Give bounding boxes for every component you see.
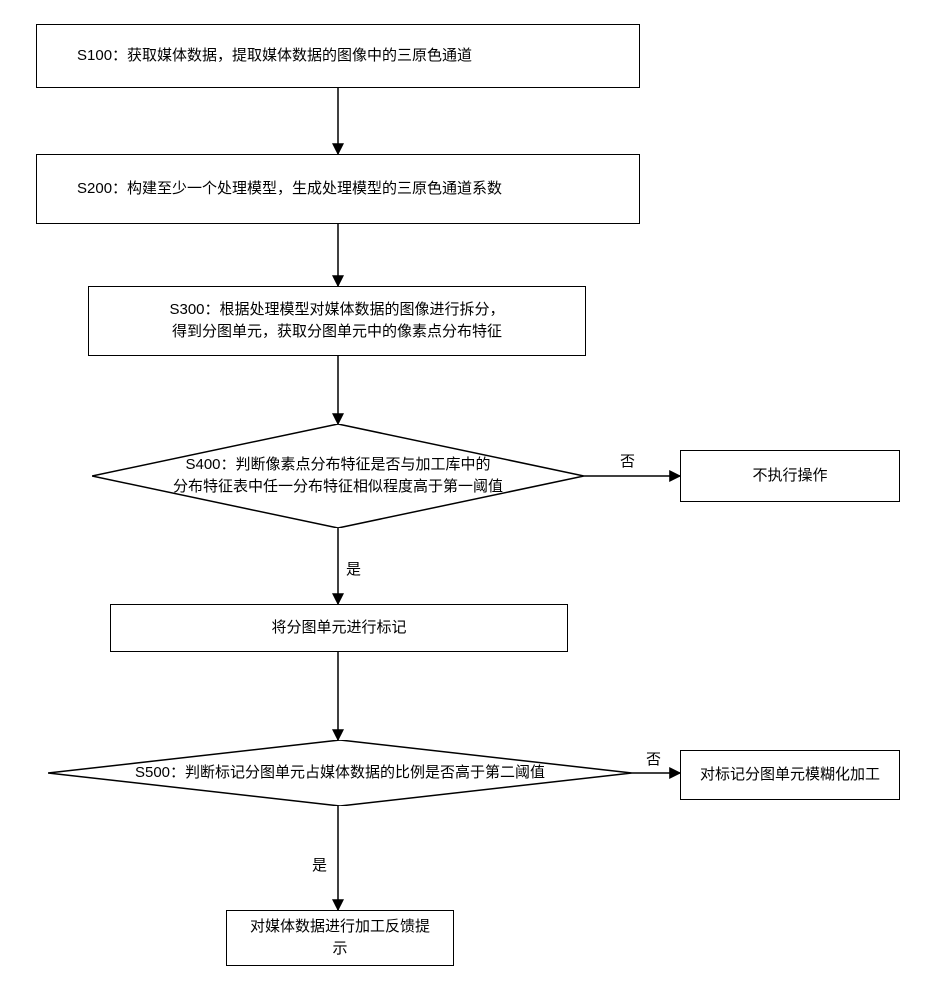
no-op-text: 不执行操作 <box>752 465 827 488</box>
edge-label-s400-no: 否 <box>618 450 637 471</box>
step-mark: 将分图单元进行标记 <box>110 604 568 652</box>
s300-text: S300：根据处理模型对媒体数据的图像进行拆分， 得到分图单元，获取分图单元中的… <box>169 299 504 344</box>
decision-s400: S400：判断像素点分布特征是否与加工库中的 分布特征表中任一分布特征相似程度高… <box>92 424 584 528</box>
feedback-text: 对媒体数据进行加工反馈提 示 <box>250 916 430 961</box>
decision-s500: S500：判断标记分图单元占媒体数据的比例是否高于第二阈值 <box>48 740 632 806</box>
step-s100: S100：获取媒体数据，提取媒体数据的图像中的三原色通道 <box>36 24 640 88</box>
step-feedback: 对媒体数据进行加工反馈提 示 <box>226 910 454 966</box>
edge-label-s500-no: 否 <box>644 748 663 769</box>
blur-text: 对标记分图单元模糊化加工 <box>700 764 880 787</box>
s100-text: S100：获取媒体数据，提取媒体数据的图像中的三原色通道 <box>77 45 472 68</box>
mark-text: 将分图单元进行标记 <box>271 617 406 640</box>
step-s200: S200：构建至少一个处理模型，生成处理模型的三原色通道系数 <box>36 154 640 224</box>
step-blur: 对标记分图单元模糊化加工 <box>680 750 900 800</box>
step-s300: S300：根据处理模型对媒体数据的图像进行拆分， 得到分图单元，获取分图单元中的… <box>88 286 586 356</box>
s500-text: S500：判断标记分图单元占媒体数据的比例是否高于第二阈值 <box>85 762 595 784</box>
s200-text: S200：构建至少一个处理模型，生成处理模型的三原色通道系数 <box>77 178 502 201</box>
step-no-op: 不执行操作 <box>680 450 900 502</box>
edge-label-s500-yes: 是 <box>310 854 329 875</box>
s400-text: S400：判断像素点分布特征是否与加工库中的 分布特征表中任一分布特征相似程度高… <box>133 454 543 498</box>
edge-label-s400-yes: 是 <box>344 558 363 579</box>
